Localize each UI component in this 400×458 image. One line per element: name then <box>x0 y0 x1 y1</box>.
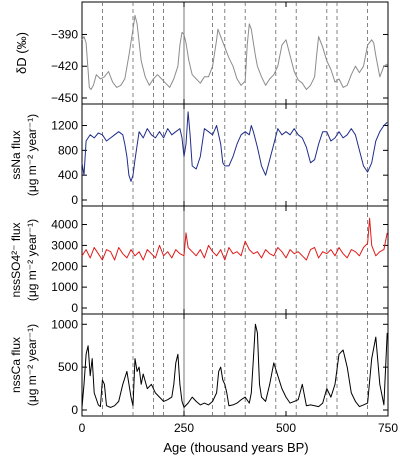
y-tick-label: 0 <box>71 193 78 207</box>
y-tick-label: 2000 <box>51 259 78 273</box>
y-tick-label: 4000 <box>51 218 78 232</box>
y-tick-label: 0 <box>71 301 78 315</box>
y-tick-label: −450 <box>51 91 78 105</box>
panel-frame <box>81 1 389 105</box>
y-tick-label: 0 <box>71 403 78 417</box>
panel-deuterium: −390 −420 −450 δD (‰) <box>14 1 389 105</box>
y-tick-label: 800 <box>58 143 78 157</box>
y-tick-label: 400 <box>58 168 78 182</box>
y-axis-label: δD (‰) <box>14 32 29 74</box>
y-tick-label: −390 <box>51 27 78 41</box>
x-tick-label: 250 <box>174 421 194 435</box>
panel-frame <box>81 205 389 315</box>
x-tick-label: 750 <box>378 421 398 435</box>
panel-nssca-flux: 0 500 1000 nssCa flux (μg m⁻² year⁻¹) 0 250 500… <box>9 313 398 435</box>
panel-frame <box>81 103 389 207</box>
data-series-line <box>81 111 388 182</box>
y-tick-label: 1000 <box>51 280 78 294</box>
panel-ssna-flux: 0 400 800 1200 ssNa flux (μg m⁻² year⁻¹) <box>9 103 389 207</box>
y-tick-label: 3000 <box>51 238 78 252</box>
y-tick-label: 500 <box>58 360 78 374</box>
data-series-line <box>81 14 388 90</box>
y-axis-unit-label: (μg m⁻² year⁻¹) <box>25 219 39 301</box>
y-axis-label: nssCa flux <box>9 337 23 393</box>
y-axis-label: ssNa flux <box>9 130 23 179</box>
y-axis-label: nssSO4²⁻ flux <box>9 222 23 297</box>
data-series-line <box>81 217 388 261</box>
y-axis-unit-label: (μg m⁻² year⁻¹) <box>25 114 39 196</box>
y-tick-label: 1000 <box>51 317 78 331</box>
panel-frame <box>81 313 389 417</box>
y-tick-label: −420 <box>51 59 78 73</box>
x-axis-label: Age (thousand years BP) <box>163 440 308 455</box>
x-tick-label: 500 <box>276 421 296 435</box>
y-axis-unit-label: (μg m⁻² year⁻¹) <box>25 324 39 406</box>
panel-nsssulfate-flux: 0 1000 2000 3000 4000 nssSO4²⁻ flux (μg m⁻² ye… <box>9 205 389 315</box>
y-tick-label: 1200 <box>51 119 78 133</box>
data-series-line <box>81 323 388 408</box>
x-tick-label: 0 <box>79 421 86 435</box>
